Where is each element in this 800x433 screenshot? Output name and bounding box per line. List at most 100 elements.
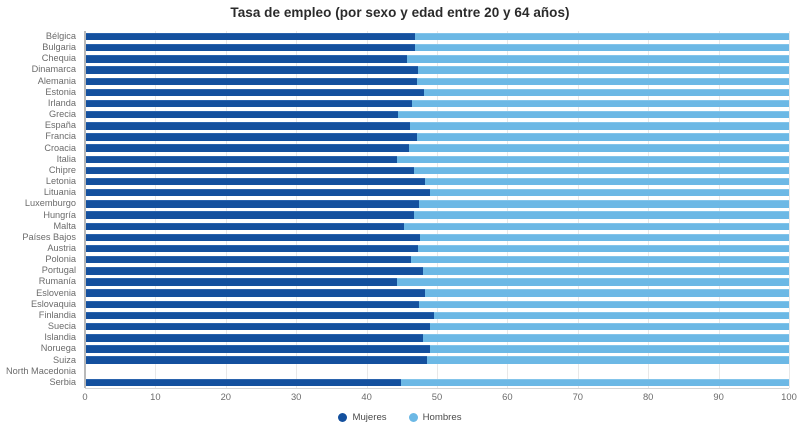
bar-row[interactable] xyxy=(85,154,789,165)
bar-segment-mujeres[interactable] xyxy=(85,66,418,74)
bar-segment-mujeres[interactable] xyxy=(85,345,430,353)
bar-segment-hombres[interactable] xyxy=(398,110,789,119)
bar-segment-mujeres[interactable] xyxy=(85,233,421,242)
bar-segment-hombres[interactable] xyxy=(413,211,789,219)
bar-segment-hombres[interactable] xyxy=(429,189,789,197)
bar-segment-hombres[interactable] xyxy=(417,244,789,253)
bar-segment-mujeres[interactable] xyxy=(85,300,419,309)
bar-segment-mujeres[interactable] xyxy=(85,200,419,208)
bar-row[interactable] xyxy=(85,131,789,142)
bar-row[interactable] xyxy=(85,64,789,75)
bar-segment-mujeres[interactable] xyxy=(85,189,430,197)
bar-row[interactable] xyxy=(85,243,789,254)
bar-segment-mujeres[interactable] xyxy=(85,55,407,63)
bar-row[interactable] xyxy=(85,76,789,87)
bar-row[interactable] xyxy=(85,187,789,198)
bar-segment-hombres[interactable] xyxy=(411,99,789,108)
bar-segment-hombres[interactable] xyxy=(417,133,789,141)
bar-segment-mujeres[interactable] xyxy=(85,99,412,108)
bar-row[interactable] xyxy=(85,332,789,343)
bar-row[interactable] xyxy=(85,377,789,388)
bar-segment-mujeres[interactable] xyxy=(85,278,397,286)
bar-row[interactable] xyxy=(85,165,789,176)
bar-segment-mujeres[interactable] xyxy=(85,244,418,253)
bar-row[interactable] xyxy=(85,210,789,221)
bar-row[interactable] xyxy=(85,343,789,354)
bar-segment-hombres[interactable] xyxy=(396,278,789,286)
bar-row[interactable] xyxy=(85,53,789,64)
bar-row[interactable] xyxy=(85,321,789,332)
bar-row[interactable] xyxy=(85,366,789,377)
bar-row[interactable] xyxy=(85,265,789,276)
bar-segment-hombres[interactable] xyxy=(425,289,789,297)
legend-item-hombres[interactable]: Hombres xyxy=(408,412,462,423)
bar-segment-hombres[interactable] xyxy=(424,88,789,97)
bar-segment-hombres[interactable] xyxy=(410,256,789,264)
bar-row[interactable] xyxy=(85,288,789,299)
bar-segment-hombres[interactable] xyxy=(417,77,789,85)
bar-segment-hombres[interactable] xyxy=(420,233,789,242)
bar-row[interactable] xyxy=(85,109,789,120)
bar-segment-mujeres[interactable] xyxy=(85,378,402,387)
bar-row[interactable] xyxy=(85,120,789,131)
bar-segment-mujeres[interactable] xyxy=(85,77,418,85)
bar-segment-hombres[interactable] xyxy=(427,356,789,364)
bar-group xyxy=(85,166,789,175)
bar-segment-hombres[interactable] xyxy=(418,300,789,309)
bar-segment-hombres[interactable] xyxy=(406,55,789,63)
bar-row[interactable] xyxy=(85,232,789,243)
bar-segment-hombres[interactable] xyxy=(413,166,789,175)
bar-row[interactable] xyxy=(85,143,789,154)
bar-segment-mujeres[interactable] xyxy=(85,166,414,175)
bar-segment-mujeres[interactable] xyxy=(85,110,399,119)
bar-segment-hombres[interactable] xyxy=(422,267,789,275)
bar-group xyxy=(85,110,789,119)
bar-segment-mujeres[interactable] xyxy=(85,133,418,141)
bar-segment-mujeres[interactable] xyxy=(85,322,430,331)
bar-segment-mujeres[interactable] xyxy=(85,122,411,130)
bar-segment-mujeres[interactable] xyxy=(85,211,414,219)
bar-segment-hombres[interactable] xyxy=(415,32,789,41)
bar-row[interactable] xyxy=(85,221,789,232)
bar-row[interactable] xyxy=(85,299,789,310)
bar-segment-mujeres[interactable] xyxy=(85,256,411,264)
bar-segment-hombres[interactable] xyxy=(425,177,789,186)
y-axis-label: Grecia xyxy=(48,109,76,120)
bar-segment-mujeres[interactable] xyxy=(85,155,397,163)
bar-segment-mujeres[interactable] xyxy=(85,267,423,275)
bar-segment-mujeres[interactable] xyxy=(85,222,404,230)
bar-segment-hombres[interactable] xyxy=(396,155,789,163)
bar-segment-hombres[interactable] xyxy=(418,200,789,208)
bar-segment-hombres[interactable] xyxy=(410,122,789,130)
bar-row[interactable] xyxy=(85,87,789,98)
bar-segment-hombres[interactable] xyxy=(434,311,789,320)
bar-segment-hombres[interactable] xyxy=(415,44,789,52)
bar-row[interactable] xyxy=(85,355,789,366)
bar-row[interactable] xyxy=(85,176,789,187)
bar-row[interactable] xyxy=(85,254,789,265)
bar-segment-hombres[interactable] xyxy=(417,66,789,74)
bar-segment-mujeres[interactable] xyxy=(85,88,425,97)
bar-row[interactable] xyxy=(85,198,789,209)
bar-segment-mujeres[interactable] xyxy=(85,311,435,320)
bar-segment-hombres[interactable] xyxy=(429,345,789,353)
bar-row[interactable] xyxy=(85,276,789,287)
legend-item-mujeres[interactable]: Mujeres xyxy=(338,412,387,423)
bar-row[interactable] xyxy=(85,31,789,42)
bar-row[interactable] xyxy=(85,42,789,53)
bar-segment-mujeres[interactable] xyxy=(85,356,428,364)
bar-segment-hombres[interactable] xyxy=(429,322,789,331)
bar-segment-mujeres[interactable] xyxy=(85,334,423,342)
bar-segment-hombres[interactable] xyxy=(408,144,789,152)
bar-row[interactable] xyxy=(85,310,789,321)
bar-segment-mujeres[interactable] xyxy=(85,32,416,41)
bar-segment-mujeres[interactable] xyxy=(85,144,409,152)
y-axis-label: Finlandia xyxy=(38,309,76,320)
bar-segment-hombres[interactable] xyxy=(401,378,789,387)
bar-segment-hombres[interactable] xyxy=(403,222,789,230)
bar-row[interactable] xyxy=(85,98,789,109)
bar-segment-mujeres[interactable] xyxy=(85,44,416,52)
bar-segment-hombres[interactable] xyxy=(422,334,789,342)
bar-segment-mujeres[interactable] xyxy=(85,289,426,297)
bar-segment-mujeres[interactable] xyxy=(85,177,426,186)
